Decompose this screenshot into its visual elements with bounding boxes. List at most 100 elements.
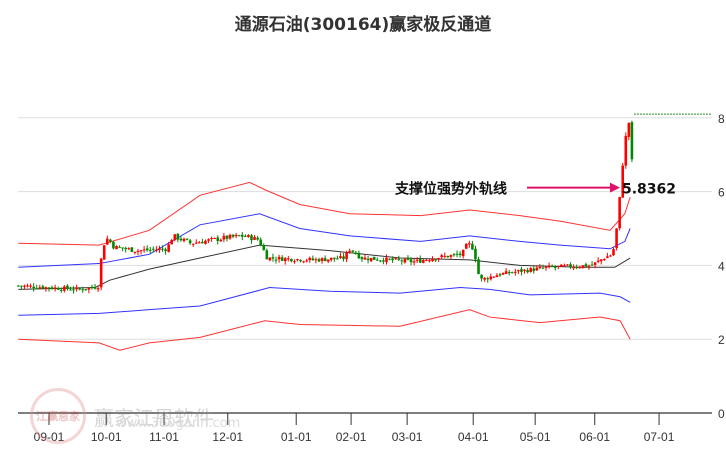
candle-body <box>296 259 299 261</box>
candle-body <box>379 260 382 262</box>
candle-body <box>302 261 305 263</box>
candle-body <box>112 241 115 249</box>
candle-body <box>127 248 131 250</box>
candle-body <box>336 258 339 260</box>
candle-body <box>553 266 557 268</box>
watermark-url: www.360gann.com <box>116 416 241 431</box>
candle-body <box>437 258 440 260</box>
candle-body <box>590 264 594 266</box>
candle-body <box>179 238 183 241</box>
candle-body <box>148 249 152 251</box>
candle-body <box>274 259 278 261</box>
candle-body <box>412 261 416 263</box>
candle-body <box>173 234 177 241</box>
candle-body <box>59 289 63 291</box>
candle-body <box>99 258 103 288</box>
candle-body <box>501 273 505 275</box>
candle-body <box>584 264 588 267</box>
candle-body <box>133 251 137 253</box>
candle-body <box>421 260 425 263</box>
candle-body <box>566 264 569 266</box>
candle-body <box>250 235 253 241</box>
candle-body <box>268 257 272 261</box>
candle-body <box>38 287 42 289</box>
candle-body <box>471 243 474 250</box>
y-tick-label: 8 <box>718 112 725 126</box>
candle-body <box>69 289 72 291</box>
candle-body <box>213 237 216 239</box>
candle-body <box>406 257 410 260</box>
candle-body <box>198 242 201 244</box>
annotation-value: 5.8362 <box>622 182 676 198</box>
candle-body <box>468 243 471 245</box>
candle-body <box>394 258 397 260</box>
candle-body <box>167 244 170 252</box>
candle-body <box>593 262 597 265</box>
candle-body <box>121 247 124 249</box>
candle-body <box>495 275 499 278</box>
candle-body <box>504 271 508 274</box>
candle-body <box>314 259 318 261</box>
annotation-label: 支撑位强势外轨线 <box>394 181 507 198</box>
candle-body <box>105 238 109 245</box>
candle-body <box>603 259 606 261</box>
arrow-head-icon <box>610 182 620 193</box>
candle-body <box>41 286 45 289</box>
candle-body <box>210 237 213 239</box>
candle-body <box>541 267 545 269</box>
candle-body <box>434 259 437 261</box>
candle-body <box>357 252 361 259</box>
candle-body <box>596 260 600 262</box>
candle-body <box>569 264 572 268</box>
candle-body <box>136 250 140 253</box>
candle-body <box>115 245 118 250</box>
candle-body <box>520 269 523 272</box>
chart-title: 通源石油(300164)赢家极反通道 <box>234 15 492 35</box>
candle-body <box>581 265 585 268</box>
candle-body <box>32 286 35 289</box>
candle-body <box>418 259 422 263</box>
candle-body <box>483 277 486 280</box>
candle-body <box>164 249 167 252</box>
candle-body <box>363 257 367 260</box>
candle-body <box>547 265 551 268</box>
x-tick-label: 12-01 <box>212 430 243 444</box>
candle-body <box>415 259 419 261</box>
candle-body <box>599 259 603 262</box>
candle-body <box>265 250 269 260</box>
candle-body <box>388 258 391 260</box>
candle-body <box>354 252 358 254</box>
candle-body <box>72 289 75 291</box>
candle-body <box>204 240 207 244</box>
channel-inner-lower <box>18 287 631 316</box>
candle-body <box>556 265 560 267</box>
candle-body <box>498 274 502 276</box>
watermark: 江赢恩家 赢家江恩软件 www.360gann.com <box>30 388 240 444</box>
candle-body <box>262 245 266 251</box>
candle-body <box>535 267 539 271</box>
candle-body <box>461 249 465 257</box>
candle-body <box>382 260 385 262</box>
candle-body <box>44 287 48 290</box>
candle-body <box>385 257 388 263</box>
candle-body <box>615 228 618 249</box>
candle-body <box>305 260 309 262</box>
candle-body <box>109 239 112 242</box>
candle-body <box>452 254 456 256</box>
candle-body <box>194 242 198 244</box>
candle-body <box>277 256 281 260</box>
candle-body <box>606 256 609 259</box>
candle-body <box>486 278 490 280</box>
candle-body <box>372 256 376 260</box>
candle-body <box>90 286 94 288</box>
candle-body <box>630 122 634 160</box>
candle-body <box>216 237 220 241</box>
candle-body <box>56 288 60 290</box>
candle-body <box>29 285 32 287</box>
candle-body <box>240 234 244 237</box>
candle-body <box>201 241 204 244</box>
x-tick-label: 07-01 <box>644 430 675 444</box>
y-tick-label: 6 <box>718 186 725 200</box>
candle-body <box>145 248 149 251</box>
candle-body <box>532 268 536 271</box>
